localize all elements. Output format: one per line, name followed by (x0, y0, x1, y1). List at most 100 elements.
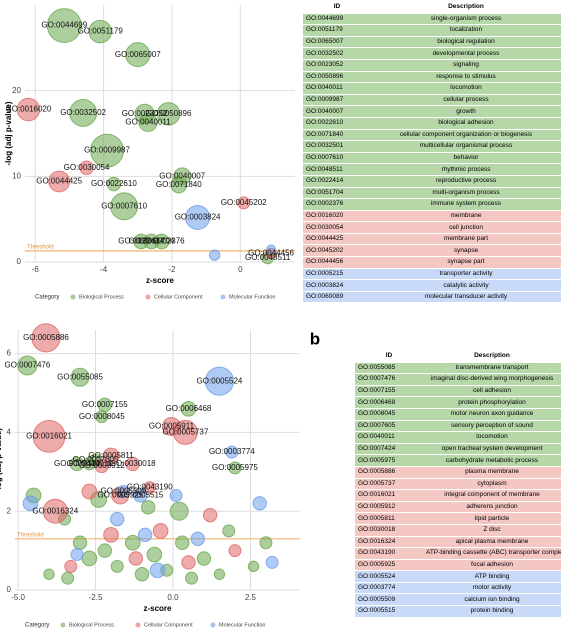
bubble (32, 419, 66, 453)
id-cell: GO:0040011 (303, 82, 371, 95)
x-tick-label: 0 (238, 265, 243, 274)
bubble (149, 562, 166, 579)
x-axis-label: z-score (143, 604, 172, 613)
id-cell: GO:0007155 (355, 385, 423, 398)
id-cell: GO:0009987 (303, 94, 371, 107)
table-row: GO:0022414 reproductive process (303, 175, 561, 188)
table-row: GO:0023052 signaling (303, 59, 561, 72)
description-cell: cellular process (371, 94, 561, 107)
bubble (95, 410, 109, 424)
description-cell: adherens junction (423, 501, 561, 514)
description-cell: sensory perception of sound (423, 420, 561, 433)
bubble (90, 133, 124, 168)
point-label: GO:0005886 (23, 333, 69, 342)
bubble (103, 527, 119, 543)
table-row: GO:0016021 integral component of membrane (355, 489, 561, 502)
bubble (143, 481, 157, 495)
point-label: GO:0044456 (248, 249, 294, 258)
description-cell: rhythmic process (371, 163, 561, 176)
bubble (228, 461, 242, 475)
point-label: GO:0032502 (60, 108, 106, 117)
description-cell: transporter activity (371, 268, 561, 281)
bubble (81, 483, 98, 500)
id-cell: GO:0051179 (303, 24, 371, 37)
id-cell: GO:0043190 (355, 547, 423, 560)
panel-label: b (310, 329, 320, 348)
bubble (196, 551, 212, 566)
bubble (252, 496, 267, 511)
description-cell: membrane (371, 210, 561, 223)
bubble (43, 568, 55, 580)
bubble (64, 559, 78, 573)
bubble (185, 204, 211, 230)
point-label: GO:0044699 (41, 21, 87, 30)
id-cell: GO:0032501 (303, 140, 371, 153)
description-cell: molecular transducer activity (371, 291, 561, 304)
id-cell: GO:0016020 (303, 210, 371, 223)
table-row: GO:0055085 transmembrane transport (355, 362, 561, 375)
table-row: GO:0050896 response to stimulus (303, 71, 561, 84)
bubble (102, 447, 120, 465)
plot-area (25, 5, 295, 262)
id-cell: GO:0007476 (355, 373, 423, 386)
table-row: GO:0005811 lipid particle (355, 512, 561, 525)
table-row: GO:0005737 cytoplasm (355, 478, 561, 491)
point-label: GO:0002376 (139, 237, 185, 246)
legend-title: Category (35, 295, 59, 301)
x-tick-label: -6 (32, 265, 40, 274)
description-cell: lipid particle (423, 512, 561, 525)
bubble (228, 544, 242, 558)
bubble (202, 507, 218, 523)
bubble (169, 501, 189, 521)
header-row: ID Description (355, 351, 561, 363)
point-label: GO:0016324 (32, 506, 78, 515)
bubble (46, 8, 82, 44)
bubble (133, 233, 150, 250)
point-label: GO:0005509 (101, 487, 147, 496)
table-row: GO:0044425 membrane part (303, 233, 561, 246)
table-row: GO:0043190 ATP-binding cassette (ABC) tra… (355, 547, 561, 560)
legend-label: Cellular Component (154, 294, 203, 300)
bubble (161, 417, 181, 437)
x-axis-label: z-score (146, 276, 175, 285)
point-label: GO:0051704 (129, 237, 175, 246)
threshold-label: Threshold (27, 244, 54, 250)
bubble (125, 42, 151, 68)
id-cell: GO:0030018 (355, 524, 423, 537)
table-row: GO:0003774 motor activity (355, 582, 561, 595)
id-cell: GO:0045202 (303, 244, 371, 258)
bubble (225, 445, 239, 459)
bubble (138, 112, 158, 132)
table-row: GO:0051704 multi-organism process (303, 187, 561, 200)
bubble (110, 559, 124, 573)
description-cell: locomotion (371, 82, 561, 95)
description-cell: localization (371, 24, 561, 37)
id-cell: GO:0040007 (303, 105, 371, 118)
bubble (116, 485, 130, 499)
point-label: GO:0005524 (197, 376, 243, 385)
id-cell: GO:0003774 (355, 582, 423, 595)
description-cell: carbohydrate metabolic process (423, 454, 561, 467)
description-cell: ATP-binding cassette (ABC) transporter c… (423, 547, 561, 560)
id-cell: GO:0005215 (303, 268, 371, 281)
id-cell: GO:0060089 (303, 291, 371, 304)
legend-label: Molecular Function (219, 622, 265, 628)
y-tick-label: 20 (12, 86, 21, 95)
point-label: GO:0071840 (156, 180, 202, 189)
table-row: GO:0040011 locomotion (355, 431, 561, 444)
point-label: GO:0005925 (97, 491, 143, 500)
id-cell: GO:0005925 (355, 559, 423, 572)
table-row: GO:0051179 localization (303, 24, 561, 37)
id-cell: GO:0007605 (355, 420, 423, 433)
table-row: GO:0022610 biological adhesion (303, 117, 561, 130)
description-cell: open tracheal system development (423, 443, 561, 456)
bubble (156, 102, 181, 126)
bubble (204, 366, 235, 396)
description-cell: signaling (371, 59, 561, 72)
x-tick-label: 0.0 (167, 593, 179, 602)
point-label: GO:0043190 (127, 483, 173, 492)
bubble (125, 456, 140, 472)
bubble (16, 97, 41, 122)
table-row: GO:0040011 locomotion (303, 82, 561, 95)
